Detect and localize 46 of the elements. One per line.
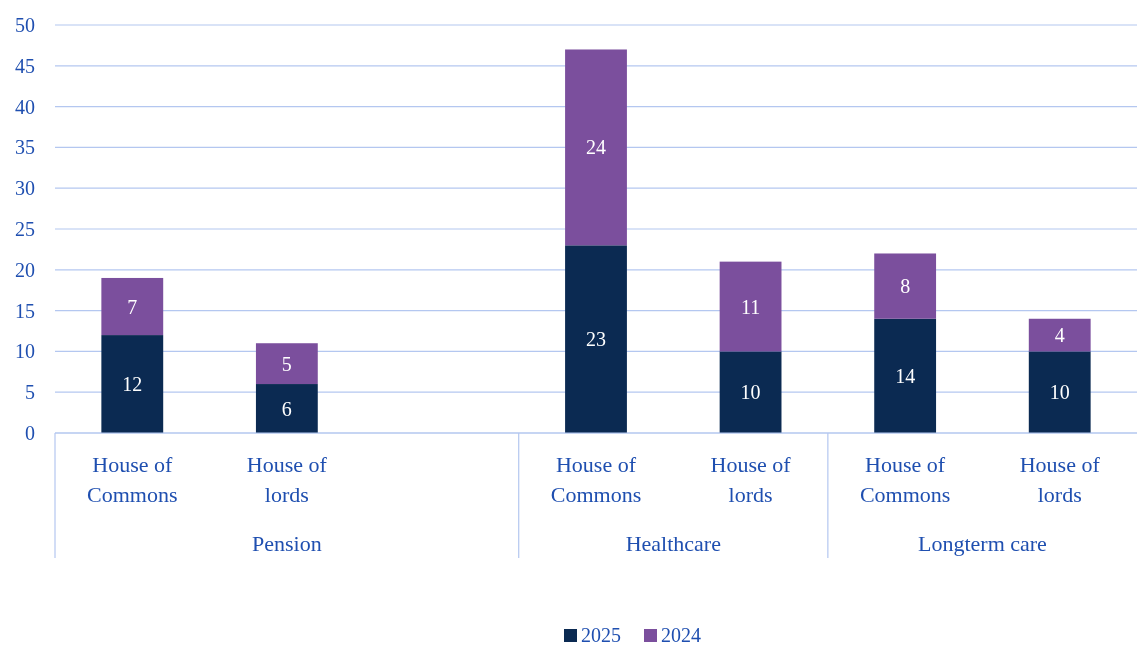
data-label: 7: [127, 295, 138, 318]
bar: [255, 384, 318, 433]
y-tick-label: 40: [15, 95, 35, 118]
y-tick-label: 5: [25, 381, 35, 404]
bar: [565, 49, 627, 246]
y-tick-label: 35: [15, 136, 35, 159]
x-tick-label: House of lords: [1019, 452, 1101, 507]
bar: [719, 351, 782, 433]
bar: [874, 318, 937, 433]
y-tick-label: 30: [15, 177, 35, 200]
x-tick-label: House of Commons: [859, 452, 951, 507]
y-tick-label: 0: [25, 422, 35, 444]
bar: [101, 277, 164, 336]
bar: [101, 335, 164, 433]
bar: [874, 253, 937, 319]
y-tick-label: 45: [15, 54, 35, 77]
y-tick-label: 10: [15, 340, 35, 363]
data-label: 14: [895, 364, 916, 387]
data-label: 4: [1054, 324, 1065, 347]
data-label: 12: [122, 373, 143, 396]
x-tick-label: House of Commons: [87, 452, 178, 507]
legend-label: 2024: [661, 624, 701, 646]
text: Longterm care: [917, 531, 1047, 556]
bar: [1028, 318, 1091, 352]
data-label: 11: [740, 295, 761, 318]
data-label: 6: [281, 397, 292, 420]
y-tick-label: 50: [15, 14, 35, 36]
data-label: 10: [1049, 381, 1070, 404]
legend-label: 2025: [581, 624, 621, 646]
x-tick-label: House of Commons: [550, 452, 642, 507]
text: Pension: [252, 531, 322, 556]
y-tick-label: 20: [15, 258, 35, 281]
bar: [1028, 351, 1091, 433]
x-tick-label: House of lords: [710, 452, 792, 507]
data-label: 23: [586, 328, 606, 351]
y-tick-label: 25: [15, 218, 35, 240]
y-tick-label: 15: [15, 299, 35, 322]
bar: [565, 245, 627, 433]
data-label: 5: [281, 352, 292, 375]
bar: [255, 343, 318, 385]
data-label: 10: [740, 381, 761, 404]
x-tick-label: House of lords: [246, 452, 328, 507]
text: Healthcare: [625, 531, 721, 556]
data-label: 8: [900, 275, 911, 298]
data-label: 24: [586, 136, 606, 159]
bar: [719, 261, 782, 352]
